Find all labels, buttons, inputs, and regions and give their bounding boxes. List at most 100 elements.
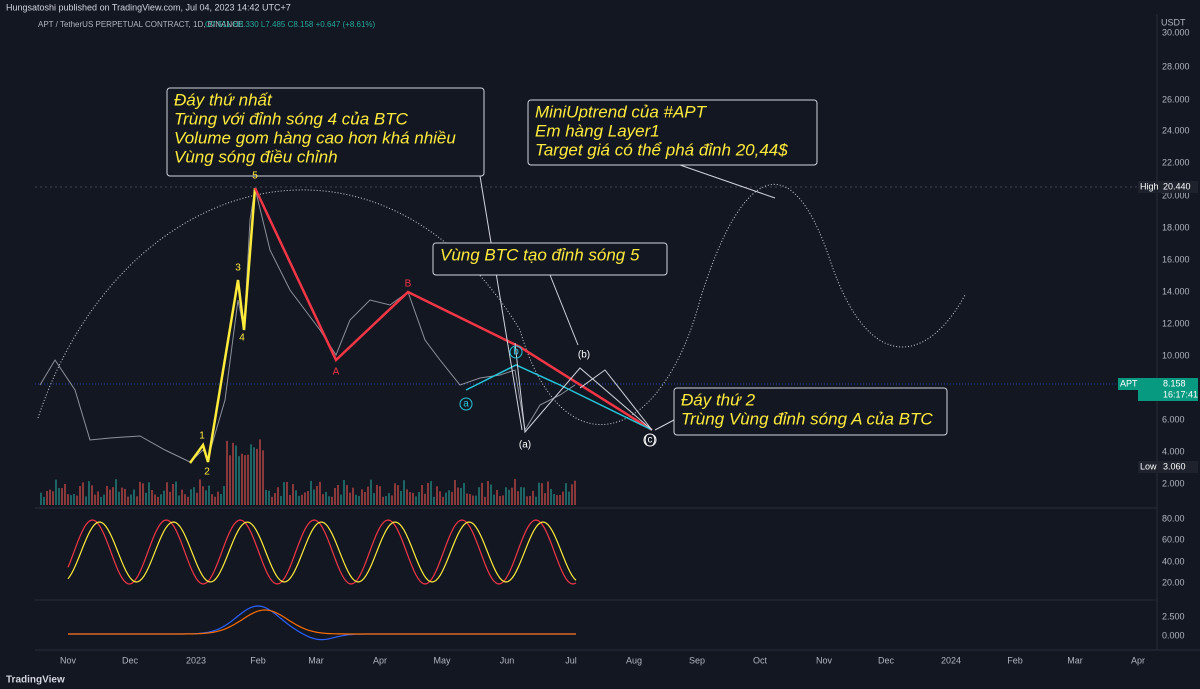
volume-bar (427, 482, 429, 505)
volume-bar (172, 484, 174, 505)
volume-bar (46, 491, 48, 505)
volume-bar (262, 450, 264, 505)
annotation-text: Trùng Vùng đỉnh sóng A của BTC (681, 409, 933, 428)
volume-bar (409, 492, 411, 505)
volume-bar (466, 493, 468, 505)
volume-bar (115, 479, 117, 505)
volume-bar (106, 485, 108, 505)
symbol: APT / TetherUS PERPETUAL CONTRACT, 1D, B… (38, 20, 243, 29)
volume-bar (73, 493, 75, 505)
volume-bar (370, 479, 372, 505)
volume-bar (337, 484, 339, 505)
volume-bar (136, 496, 138, 505)
oscillator-label: 20.00 (1162, 577, 1185, 587)
volume-bar (478, 487, 480, 505)
time-label: Nov (60, 655, 77, 665)
volume-bar (52, 491, 54, 505)
annotation-text: Đáy thứ nhất (174, 90, 273, 109)
volume-bar (562, 491, 564, 505)
wave-label: 5 (252, 171, 258, 182)
volume-bar (259, 439, 261, 505)
volume-bar (211, 494, 213, 505)
volume-bar (76, 495, 78, 505)
volume-bar (310, 480, 312, 505)
time-label: 2023 (186, 655, 206, 665)
wave-label: 4 (239, 333, 245, 344)
volume-bar (568, 491, 570, 505)
volume-bar (217, 491, 219, 505)
volume-bar (109, 489, 111, 505)
annotation-text: Target giá có thể phá đỉnh 20,44$ (535, 140, 788, 159)
volume-bar (355, 494, 357, 505)
volume-bar (460, 488, 462, 505)
badge-text: 16:17:41 (1163, 389, 1198, 399)
volume-bar (61, 488, 63, 505)
volume-bar (496, 489, 498, 505)
badge-text: 20.440 (1163, 181, 1191, 191)
time-label: Mar (1067, 655, 1083, 665)
annotation-text: Volume gom hàng cao hơn khá nhiều (174, 128, 456, 147)
oscillator-label: 60.00 (1162, 534, 1185, 544)
volume-bar (394, 483, 396, 505)
annotation-box (432, 242, 668, 276)
volume-bar (193, 487, 195, 505)
macd-label: 0.000 (1162, 630, 1185, 640)
volume-bar (88, 481, 90, 505)
volume-bar (433, 496, 435, 505)
time-label: May (433, 655, 451, 665)
price-label: 28.000 (1162, 61, 1190, 71)
wave-circle (643, 433, 657, 447)
volume-bar (91, 485, 93, 505)
volume-bar (493, 494, 495, 505)
price-label: 26.000 (1162, 94, 1190, 104)
volume-bar (241, 453, 243, 505)
volume-bar (559, 494, 561, 505)
volume-bar (565, 483, 567, 505)
time-label: Mar (308, 655, 324, 665)
volume-bar (289, 495, 291, 505)
volume-bar (298, 495, 300, 505)
volume-bar (379, 486, 381, 505)
price-badge (1138, 389, 1198, 401)
volume-bar (532, 490, 534, 505)
volume-bar (322, 494, 324, 505)
volume-bar (196, 492, 198, 505)
volume-bar (391, 495, 393, 505)
volume-bar (67, 494, 69, 505)
volume-bar (163, 490, 165, 505)
stoch-d (67, 521, 577, 583)
volume-bar (343, 479, 345, 505)
volume-bar (520, 487, 522, 505)
publisher: Hungsatoshi published on TradingView.com… (6, 2, 291, 12)
annotation-text: Vùng BTC tạo đỉnh sóng 5 (440, 245, 640, 264)
pointer (654, 419, 675, 431)
badge-text: 8.158 (1163, 378, 1186, 388)
oscillator-label: 40.00 (1162, 556, 1185, 566)
price-label: 6.000 (1162, 414, 1185, 424)
volume-bar (442, 496, 444, 505)
volume-bar (352, 487, 354, 505)
volume-bar (148, 482, 150, 505)
volume-bar (244, 455, 246, 505)
price-label: 14.000 (1162, 286, 1190, 296)
volume-bar (277, 487, 279, 505)
volume-bar (49, 489, 51, 505)
wave-label: (c) (644, 435, 656, 446)
price-label: 12.000 (1162, 318, 1190, 328)
oscillator-label: 80.00 (1162, 513, 1185, 523)
volume-bar (367, 486, 369, 505)
volume-bar (439, 491, 441, 505)
volume-bar (547, 481, 549, 505)
volume-bar (418, 492, 420, 505)
volume-bar (469, 494, 471, 505)
wave-label: a (463, 399, 469, 410)
annotation-text: Trùng với đỉnh sóng 4 của BTC (174, 109, 409, 128)
volume-bar (358, 496, 360, 505)
ohlc: O7.511 H8.330 L7.485 C8.158 +0.647 (+8.6… (205, 20, 376, 29)
volume-bar (235, 445, 237, 505)
volume-bar (445, 492, 447, 505)
annotation-box (673, 387, 948, 436)
time-label: Dec (878, 655, 895, 665)
volume-bar (544, 493, 546, 505)
volume-bar (313, 489, 315, 505)
